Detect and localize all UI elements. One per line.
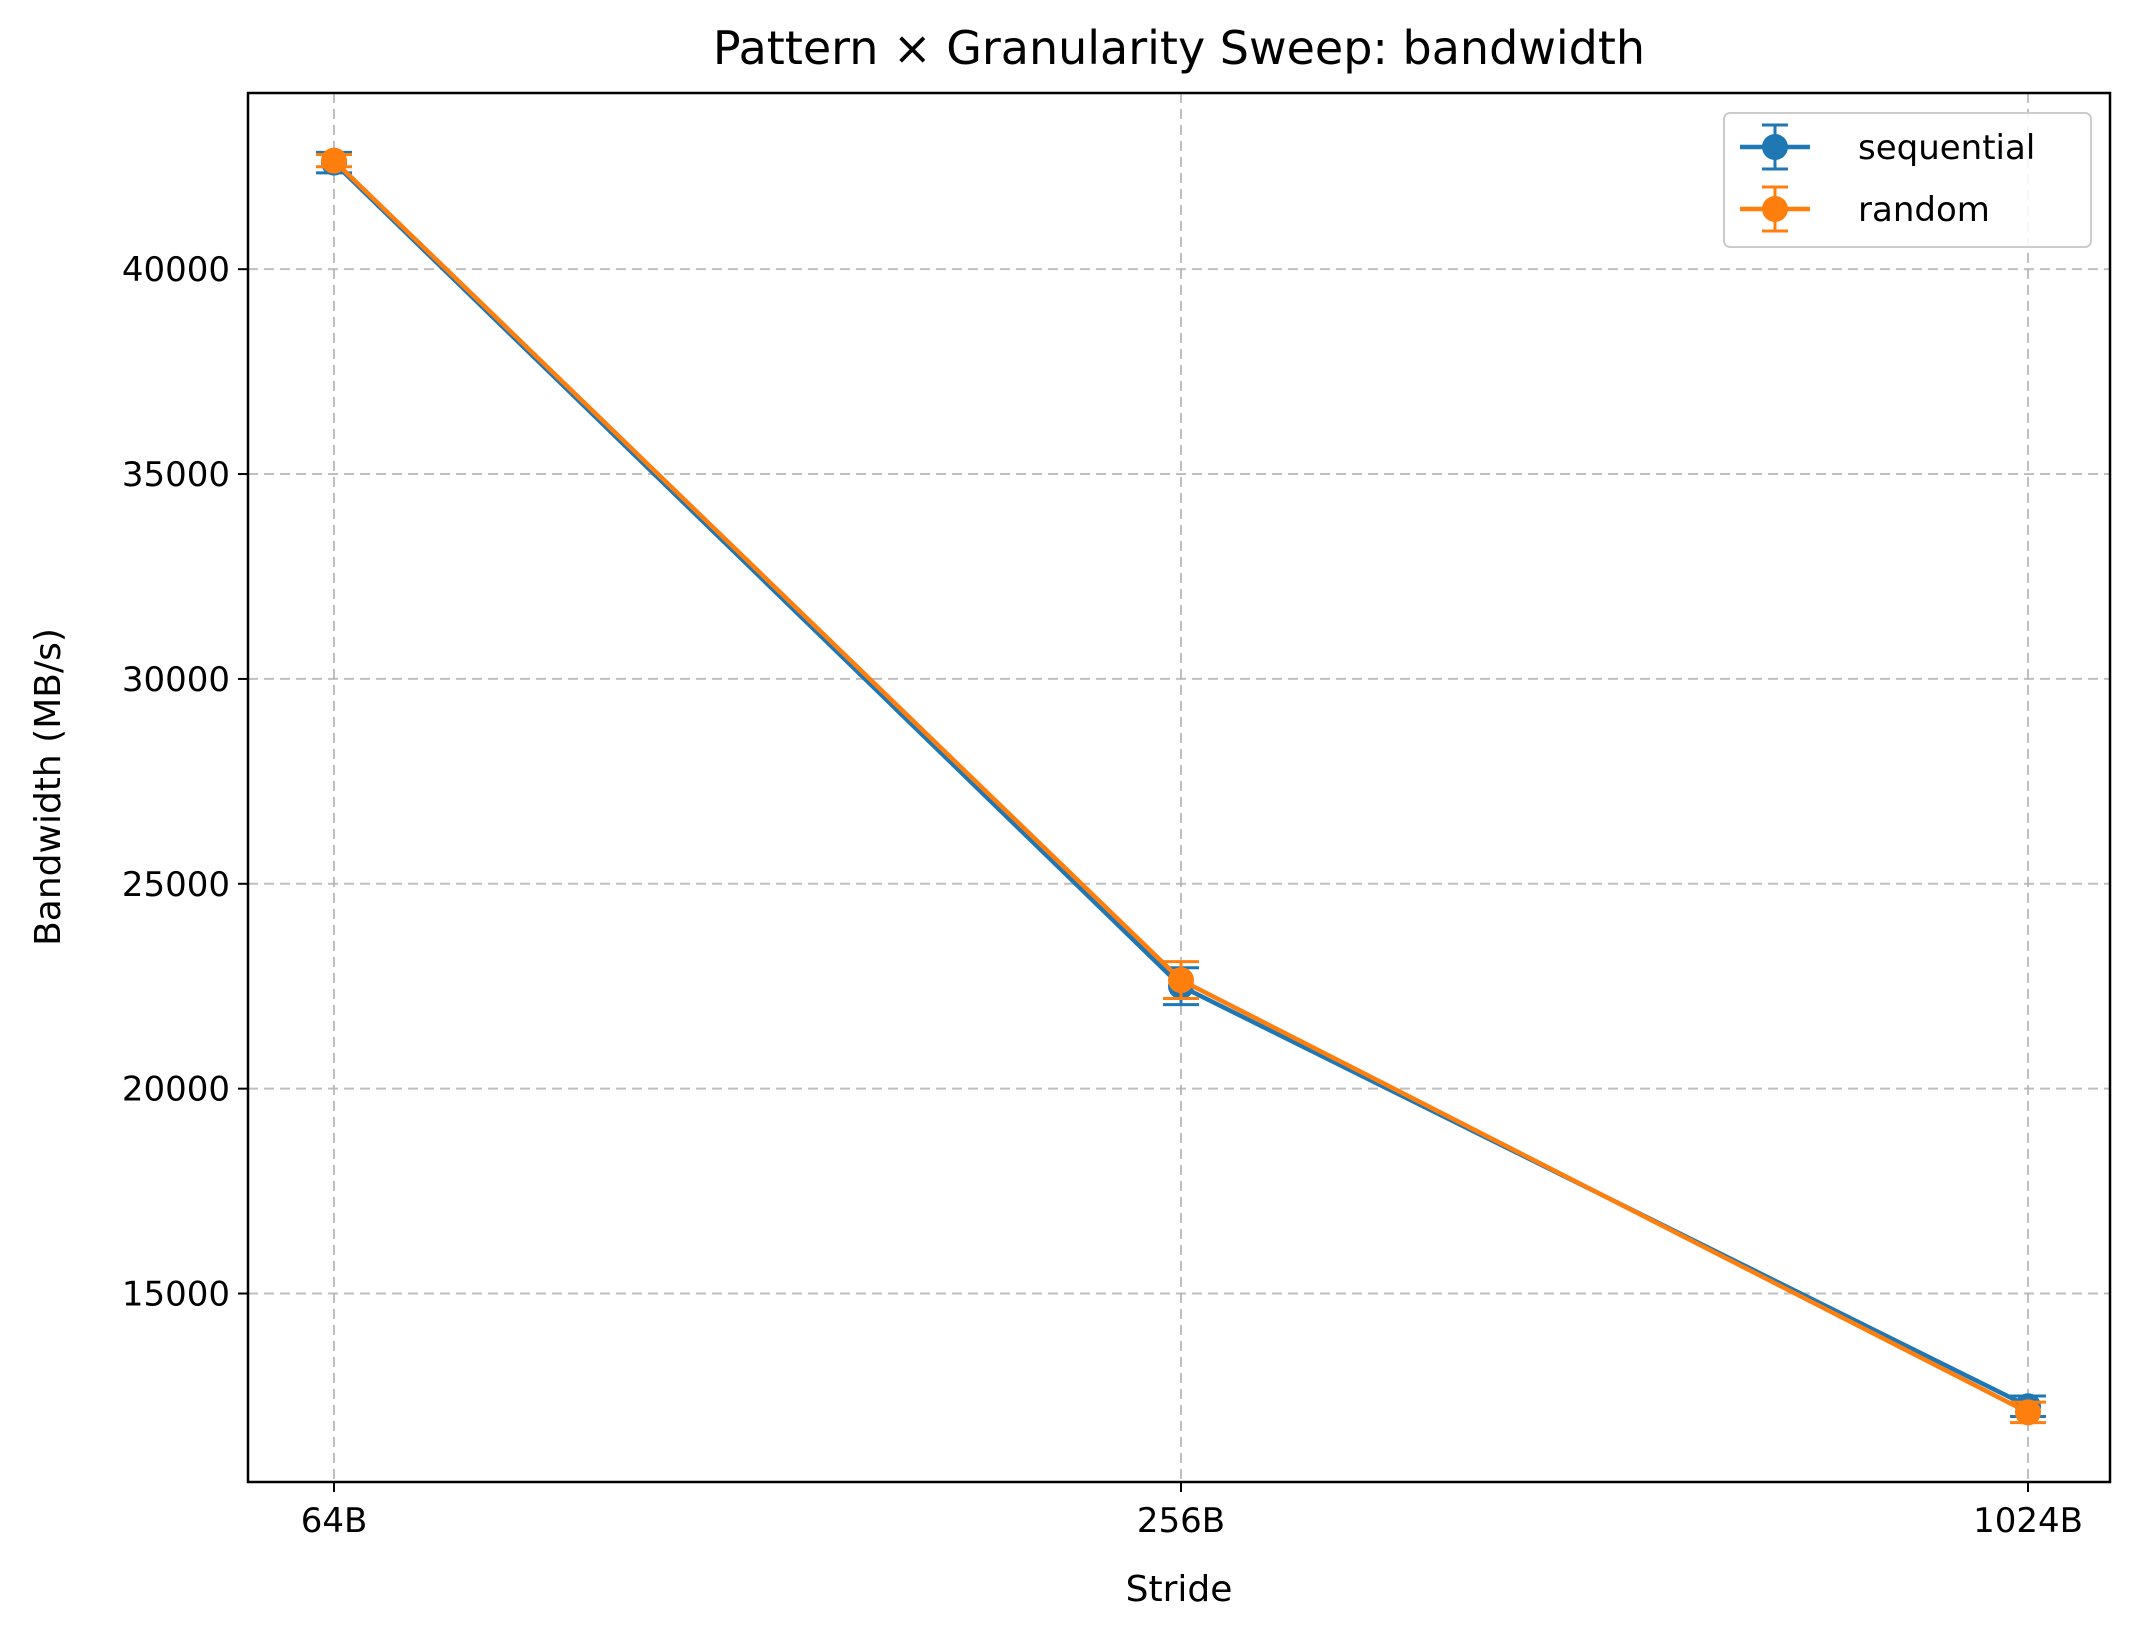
legend-marker bbox=[1762, 134, 1788, 160]
y-tick-label: 35000 bbox=[122, 455, 230, 495]
y-tick-label: 15000 bbox=[122, 1275, 230, 1315]
data-point bbox=[321, 147, 347, 174]
y-tick-label: 25000 bbox=[122, 865, 230, 905]
series-random bbox=[316, 147, 2046, 1426]
legend-label: sequential bbox=[1858, 128, 2035, 168]
legend-item: sequential bbox=[1740, 123, 2035, 171]
plot-frame bbox=[246, 91, 2112, 1484]
x-axis-label: Stride bbox=[1126, 1569, 1233, 1610]
grid bbox=[248, 93, 2110, 1482]
data-point bbox=[1168, 967, 1194, 994]
x-tick-label: 64B bbox=[301, 1501, 368, 1541]
data-point bbox=[2015, 1399, 2041, 1426]
legend-label: random bbox=[1858, 190, 1990, 230]
y-axis-label: Bandwidth (MB/s) bbox=[28, 628, 69, 946]
x-tick-label: 1024B bbox=[1973, 1501, 2083, 1541]
ticks: 15000 20000 25000 30000 35000 40000 64B 256B 102… bbox=[122, 250, 2083, 1541]
y-tick-label: 30000 bbox=[122, 660, 230, 700]
y-tick-label: 20000 bbox=[122, 1070, 230, 1110]
legend: sequential random bbox=[1723, 112, 2092, 248]
x-tick-label: 256B bbox=[1137, 1501, 1225, 1541]
legend-box bbox=[1723, 112, 2092, 248]
chart-title: Pattern × Granularity Sweep: bandwidth bbox=[713, 21, 1645, 75]
y-tick-label: 40000 bbox=[122, 250, 230, 290]
legend-marker bbox=[1762, 196, 1788, 222]
legend-item: random bbox=[1740, 185, 1990, 233]
series-layer bbox=[316, 147, 2046, 1426]
